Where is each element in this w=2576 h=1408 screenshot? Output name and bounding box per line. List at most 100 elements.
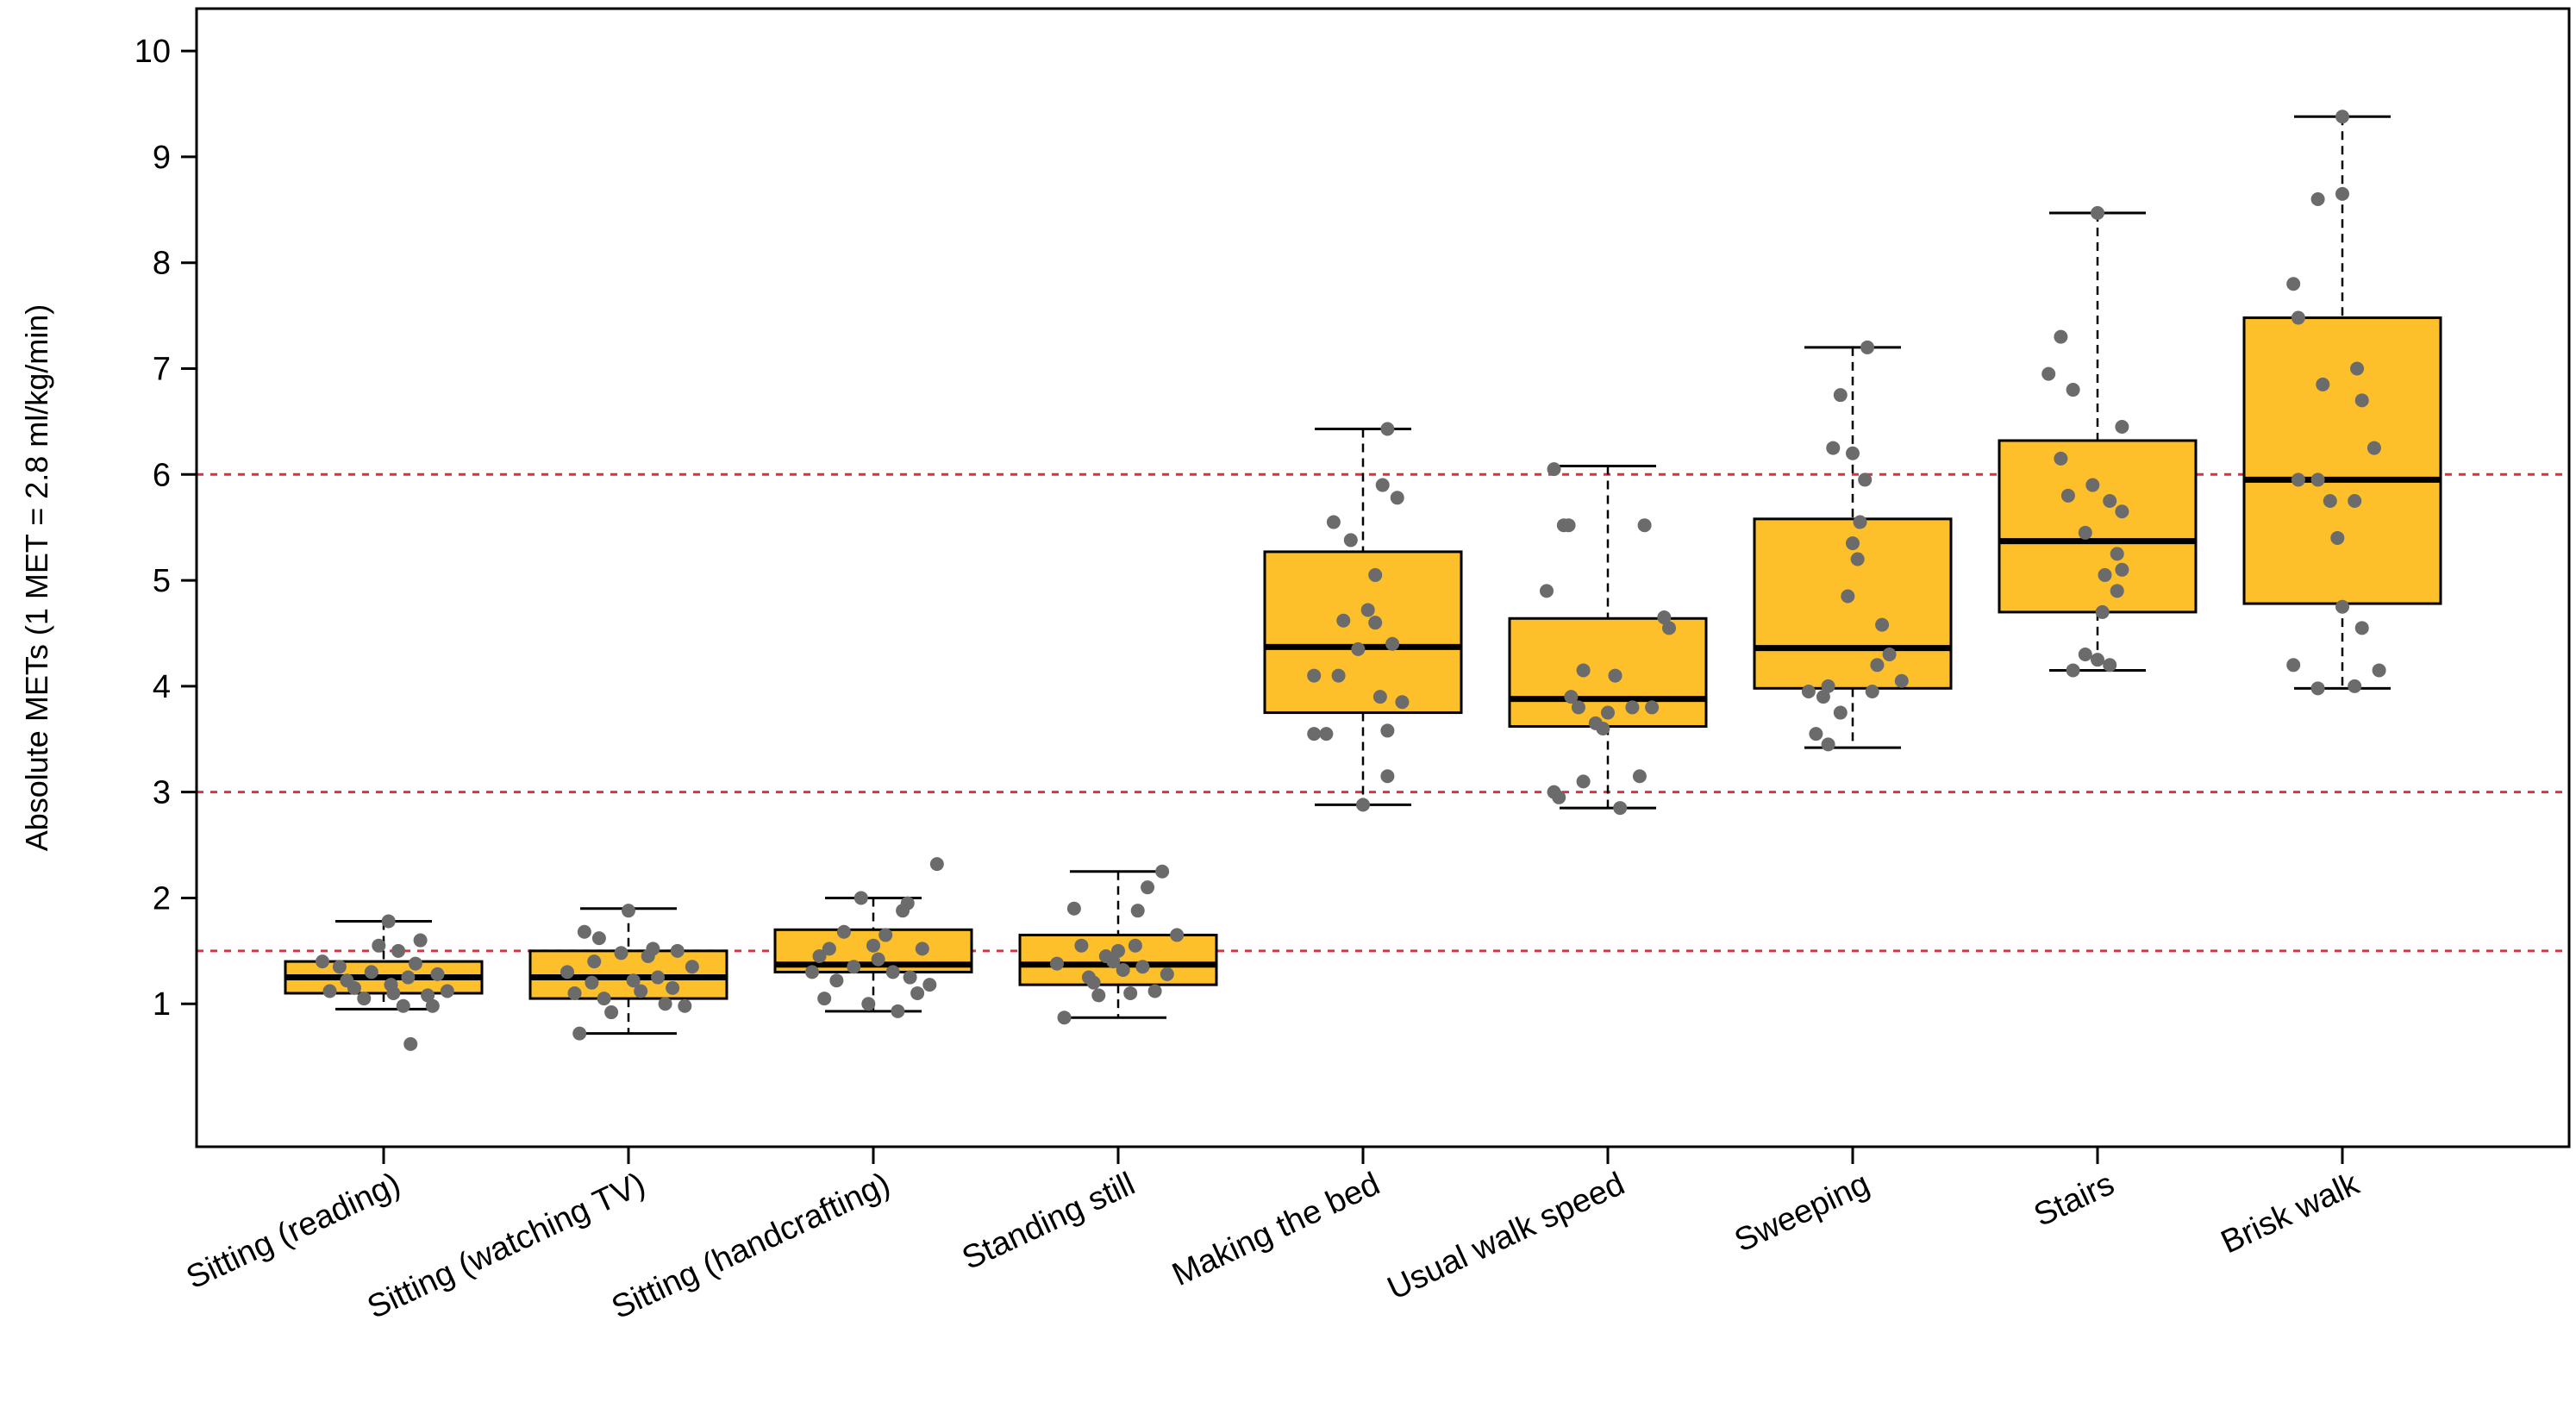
data-point-0-13 <box>403 1036 418 1051</box>
data-point-6-16 <box>1860 340 1875 354</box>
data-point-4-19 <box>1368 567 1383 582</box>
data-point-2-8 <box>915 942 929 956</box>
data-point-5-0 <box>1540 584 1554 598</box>
data-point-0-20 <box>386 986 401 1000</box>
data-point-2-12 <box>910 986 925 1000</box>
data-point-2-5 <box>871 952 885 967</box>
x-tick-label-4: Making the bed <box>1167 1166 1385 1293</box>
y-tick-label-6: 6 <box>153 457 171 493</box>
y-axis-label: Absolute METs (1 MET = 2.8 ml/kg/min) <box>19 304 54 852</box>
data-point-2-10 <box>891 1004 905 1018</box>
data-point-2-1 <box>836 924 851 939</box>
data-point-2-13 <box>829 973 844 988</box>
data-point-8-9 <box>2310 472 2325 487</box>
data-point-8-11 <box>2348 493 2362 508</box>
x-tick-label-7: Stairs <box>2029 1166 2120 1234</box>
data-point-1-12 <box>658 997 672 1011</box>
data-point-4-0 <box>1307 727 1322 742</box>
data-point-5-11 <box>1576 663 1591 678</box>
data-point-6-1 <box>1821 679 1835 693</box>
x-tick-label-3: Standing still <box>957 1166 1141 1277</box>
data-point-1-3 <box>572 1026 587 1041</box>
data-point-0-2 <box>364 965 378 979</box>
data-point-8-19 <box>2348 679 2362 693</box>
data-point-2-7 <box>903 970 917 985</box>
data-point-4-8 <box>1380 769 1395 784</box>
data-point-8-8 <box>2367 441 2381 455</box>
data-point-3-13 <box>1147 984 1162 998</box>
data-point-3-14 <box>1106 954 1121 969</box>
data-point-2-16 <box>861 997 876 1011</box>
data-point-0-9 <box>372 938 386 953</box>
data-point-7-1 <box>2054 329 2068 344</box>
data-point-0-5 <box>421 988 435 1003</box>
data-point-0-19 <box>425 998 440 1013</box>
x-tick-label-6: Sweeping <box>1729 1166 1875 1260</box>
data-point-3-17 <box>1111 943 1125 958</box>
data-point-1-9 <box>577 924 591 939</box>
x-axis: Sitting (reading)Sitting (watching TV)Si… <box>181 1147 2366 1326</box>
data-point-8-13 <box>2330 530 2345 545</box>
data-point-2-6 <box>885 965 900 979</box>
data-point-2-2 <box>817 992 832 1006</box>
data-point-0-10 <box>396 998 410 1013</box>
data-point-1-18 <box>666 980 680 995</box>
data-point-2-15 <box>878 928 893 942</box>
data-point-5-16 <box>1613 801 1628 816</box>
data-point-5-2 <box>1547 462 1561 477</box>
y-tick-label-4: 4 <box>153 669 171 705</box>
data-point-2-20 <box>866 938 880 953</box>
data-point-6-8 <box>1826 441 1841 455</box>
box-4 <box>1263 550 1463 715</box>
y-tick-label-10: 10 <box>134 34 171 70</box>
data-point-8-4 <box>2335 110 2349 124</box>
data-point-0-17 <box>316 954 329 969</box>
data-point-1-17 <box>626 973 641 988</box>
data-point-8-6 <box>2350 361 2365 376</box>
data-point-4-13 <box>1336 613 1351 628</box>
data-point-1-14 <box>614 946 628 961</box>
data-point-8-7 <box>2354 393 2369 408</box>
data-point-6-17 <box>1816 690 1830 704</box>
data-point-5-6 <box>1625 700 1640 715</box>
data-point-6-15 <box>1846 536 1860 551</box>
data-point-5-9 <box>1657 610 1672 625</box>
data-point-4-16 <box>1380 723 1395 738</box>
data-point-6-10 <box>1841 589 1855 604</box>
data-point-0-7 <box>391 943 406 958</box>
data-point-4-1 <box>1326 515 1341 529</box>
data-point-7-7 <box>2115 504 2129 519</box>
data-point-7-10 <box>2098 567 2112 582</box>
data-point-8-18 <box>2310 681 2325 696</box>
data-point-3-8 <box>1170 928 1185 942</box>
data-point-1-10 <box>622 904 635 918</box>
data-point-8-5 <box>2316 377 2330 391</box>
data-point-6-13 <box>1894 673 1909 688</box>
data-point-7-4 <box>2060 488 2075 503</box>
data-point-6-0 <box>1801 685 1816 698</box>
data-point-4-3 <box>1375 478 1390 492</box>
data-point-0-6 <box>332 960 347 974</box>
data-point-8-10 <box>2323 493 2337 508</box>
data-point-7-14 <box>2091 653 2104 667</box>
y-tick-label-8: 8 <box>153 246 171 282</box>
data-point-5-5 <box>1608 668 1623 683</box>
y-tick-label-5: 5 <box>153 563 171 599</box>
data-point-7-5 <box>2078 525 2092 540</box>
data-point-4-18 <box>1356 798 1370 812</box>
data-point-5-20 <box>1601 705 1615 720</box>
data-point-8-14 <box>2335 599 2349 614</box>
data-point-7-0 <box>2041 366 2056 381</box>
data-point-3-6 <box>1141 880 1155 895</box>
x-tick-label-5: Usual walk speed <box>1382 1166 1630 1307</box>
data-point-5-13 <box>1632 769 1647 784</box>
data-point-5-12 <box>1596 721 1610 735</box>
data-point-2-18 <box>812 948 827 963</box>
data-point-1-15 <box>678 998 692 1013</box>
data-point-1-11 <box>597 992 611 1006</box>
data-point-3-15 <box>1160 967 1174 981</box>
data-point-6-19 <box>1850 552 1865 566</box>
data-point-0-8 <box>413 933 428 948</box>
data-point-0-18 <box>408 956 422 971</box>
data-point-7-17 <box>2091 205 2104 220</box>
